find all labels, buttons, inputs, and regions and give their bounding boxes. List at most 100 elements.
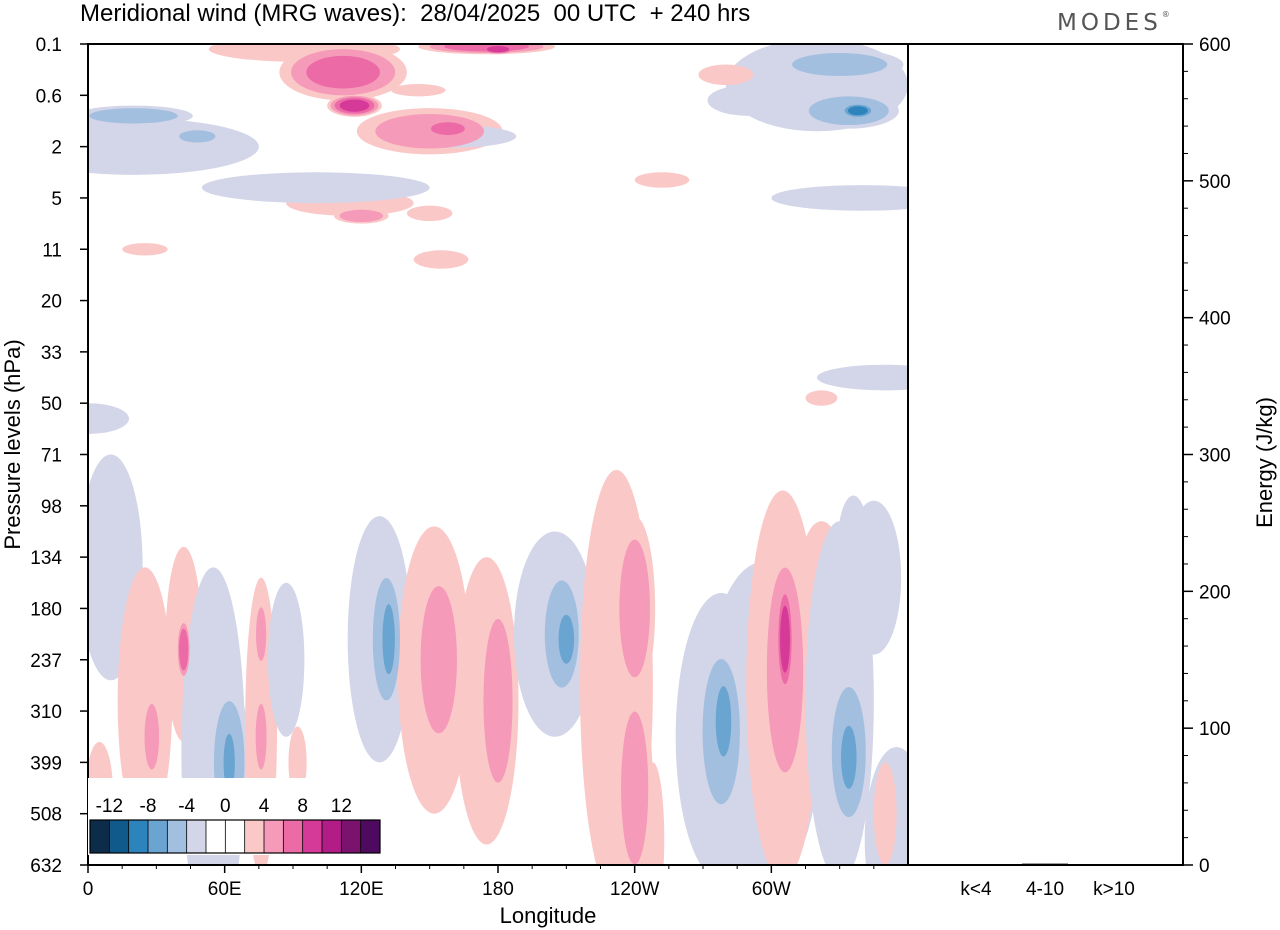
positive-wind-contour [619,539,650,678]
y-tick-label: 11 [42,240,62,261]
colorbar-swatch [244,820,265,853]
negative-wind-contour [840,725,857,789]
colorbar-swatch [302,820,323,853]
positive-wind-contour [390,84,446,97]
energy-bar [953,864,999,865]
colorbar-tick-label: 8 [297,796,308,817]
colorbar-swatch [206,820,226,853]
positive-wind-contour [178,628,189,671]
positive-wind-contour [406,205,453,222]
negative-wind-contour [771,185,908,211]
y-tick-label: 237 [30,651,62,672]
y-tick-label: 399 [30,753,62,774]
colorbar-swatch [148,820,168,853]
negative-wind-contour [715,686,732,757]
energy-bar [1022,863,1068,865]
positive-wind-contour [339,209,384,223]
colorbar-tick-label: -4 [178,796,195,817]
colorbar-swatch [360,820,381,853]
energy-tick-label: 0 [1199,856,1210,877]
y-tick-label: 71 [41,446,62,467]
energy-bar [1091,864,1137,865]
colorbar-tick-label: 0 [220,796,231,817]
colorbar-swatch [167,820,188,853]
y-axis-title: Pressure levels (hPa) [0,339,25,549]
colorbar: -12 -8 -4 0 4 8 12 [88,778,382,855]
energy-plot-frame [907,43,1184,866]
energy-tick-label: 100 [1199,719,1231,740]
x-tick-label: 120E [339,879,383,900]
energy-tick-label: 400 [1199,309,1231,330]
colorbar-swatch [90,820,110,853]
energy-category-label: k<4 [960,879,992,900]
x-tick-label: 0 [83,879,94,900]
y-tick-label: 0.1 [36,35,62,56]
colorbar-tick-label: -12 [96,796,123,817]
negative-wind-contour [848,106,868,116]
colorbar-tick-label: 12 [331,796,352,817]
positive-wind-contour [486,46,510,53]
positive-wind-contour [122,243,168,256]
y-tick-label: 180 [30,599,62,620]
x-tick-label: 60W [752,879,791,900]
positive-wind-contour [873,762,897,865]
y-tick-label: 0.6 [36,86,62,107]
energy-tick-label: 200 [1199,582,1231,603]
colorbar-swatch [283,820,304,853]
negative-wind-contour [89,108,178,124]
energy-tick-label: 500 [1199,172,1231,193]
negative-wind-contour [816,364,908,391]
modes-logo: MODES® [1057,10,1170,36]
negative-wind-contour [88,118,259,175]
y-tick-label: 20 [41,292,62,313]
x-tick-label: 60E [208,879,242,900]
positive-wind-contour [144,703,160,770]
y-tick-label: 310 [30,702,62,723]
positive-wind-contour [413,250,469,269]
colorbar-swatch [322,820,342,853]
y-tick-label: 134 [30,548,62,569]
positive-wind-contour [117,567,173,835]
positive-wind-contour [255,703,267,770]
energy-tick-label: 600 [1199,35,1231,56]
chart-title: Meridional wind (MRG waves): 28/04/2025 … [80,0,751,27]
negative-wind-contour [223,733,235,792]
positive-wind-contour [339,99,370,112]
colorbar-swatch [109,820,130,853]
y-tick-label: 2 [51,138,62,159]
x-axis-title: Longitude [500,903,597,928]
positive-wind-contour [698,64,754,86]
energy-axis-title: Energy (J/kg) [1252,397,1277,528]
positive-wind-contour [306,55,380,89]
energy-bars: 0 100 200 300 400 500 600 Energy (J/kg) k<4 4-10 k… [907,35,1277,900]
colorbar-swatch [341,820,362,853]
y-tick-label: 5 [51,189,62,210]
y-tick-label: 632 [30,856,62,877]
x-tick-label: 180 [482,879,514,900]
positive-wind-contour [780,605,790,673]
energy-tick-label: 300 [1199,446,1231,467]
positive-wind-contour [634,172,690,188]
energy-category-label: 4-10 [1026,879,1064,900]
negative-wind-contour [864,747,908,865]
negative-wind-contour [707,85,790,116]
negative-wind-contour [179,130,216,143]
y-tick-label: 508 [30,805,62,826]
negative-wind-contour [88,403,129,434]
colorbar-swatch [128,820,149,853]
negative-wind-contour [267,582,305,737]
y-tick-label: 50 [41,394,62,415]
colorbar-swatch [264,820,284,853]
positive-wind-contour [621,711,649,865]
negative-wind-contour [792,53,888,76]
y-tick-label: 98 [41,497,62,518]
negative-wind-contour [558,614,575,664]
positive-wind-contour [430,122,465,136]
negative-wind-contour [382,604,395,675]
y-tick-label: 33 [41,343,62,364]
positive-wind-contour [805,390,838,406]
negative-wind-contour [846,500,902,655]
positive-wind-contour [483,618,513,783]
positive-wind-contour [256,607,267,661]
